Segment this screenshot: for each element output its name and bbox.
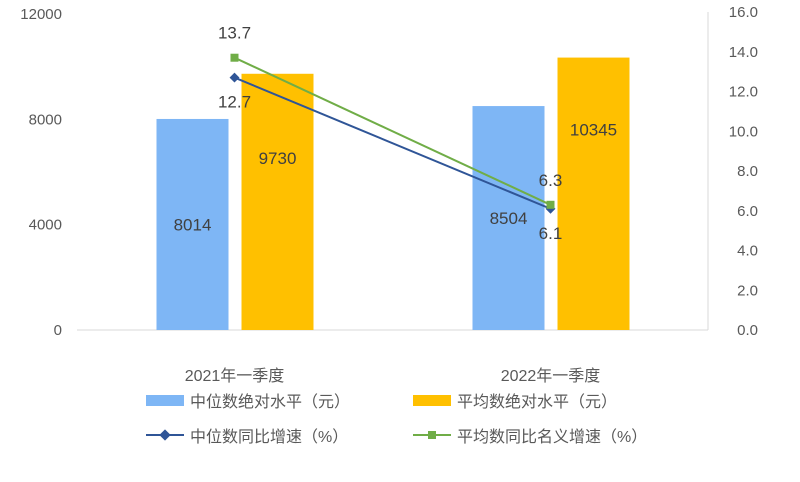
line-data-label: 6.1 <box>539 224 563 243</box>
x-axis-label: 2022年一季度 <box>501 367 601 385</box>
bar <box>472 106 545 330</box>
legend-item-mean-growth: 平均数同比名义增速（%） <box>413 423 647 447</box>
line-series <box>234 56 551 206</box>
legend-item-median-level: 中位数绝对水平（元） <box>146 388 350 412</box>
square-marker-icon <box>413 431 451 439</box>
right-axis-tick: 16.0 <box>729 4 758 21</box>
right-axis-tick: 0.0 <box>737 322 758 339</box>
line-data-label: 6.3 <box>539 171 563 190</box>
legend-label: 平均数绝对水平（元） <box>457 394 618 411</box>
right-axis-tick: 10.0 <box>729 123 758 140</box>
right-axis-tick: 8.0 <box>737 163 758 180</box>
left-axis-tick: 12000 <box>20 6 62 23</box>
line-series <box>234 76 551 210</box>
x-axis-label: 2021年一季度 <box>185 367 285 385</box>
legend-swatch <box>146 394 184 406</box>
bar-data-label: 8014 <box>174 215 212 234</box>
right-axis-tick: 12.0 <box>729 84 758 101</box>
legend-swatch <box>413 394 451 406</box>
legend-label: 中位数绝对水平（元） <box>190 394 351 411</box>
diamond-marker-icon <box>146 429 184 441</box>
legend-label: 平均数同比名义增速（%） <box>457 429 648 446</box>
bar-data-label: 9730 <box>259 149 297 168</box>
left-axis-tick: 4000 <box>29 217 62 234</box>
bar <box>241 73 314 330</box>
legend-item-median-growth: 中位数同比增速（%） <box>146 423 348 447</box>
line-data-label: 13.7 <box>218 24 251 43</box>
right-axis-tick: 4.0 <box>737 243 758 260</box>
left-axis-tick: 0 <box>54 322 62 339</box>
legend-item-mean-level: 平均数绝对水平（元） <box>413 388 617 412</box>
right-axis-tick: 14.0 <box>729 44 758 61</box>
right-axis-tick: 6.0 <box>737 203 758 220</box>
line-data-label: 12.7 <box>218 93 251 112</box>
line-point <box>546 200 555 209</box>
bar <box>156 118 229 331</box>
line-point <box>230 53 239 62</box>
left-axis-tick: 8000 <box>29 111 62 128</box>
legend-label: 中位数同比增速（%） <box>190 429 349 446</box>
right-axis-tick: 2.0 <box>737 282 758 299</box>
bar <box>557 57 630 330</box>
bar-data-label: 8504 <box>490 209 528 228</box>
line-point <box>229 72 240 83</box>
bar-data-label: 10345 <box>570 121 617 140</box>
